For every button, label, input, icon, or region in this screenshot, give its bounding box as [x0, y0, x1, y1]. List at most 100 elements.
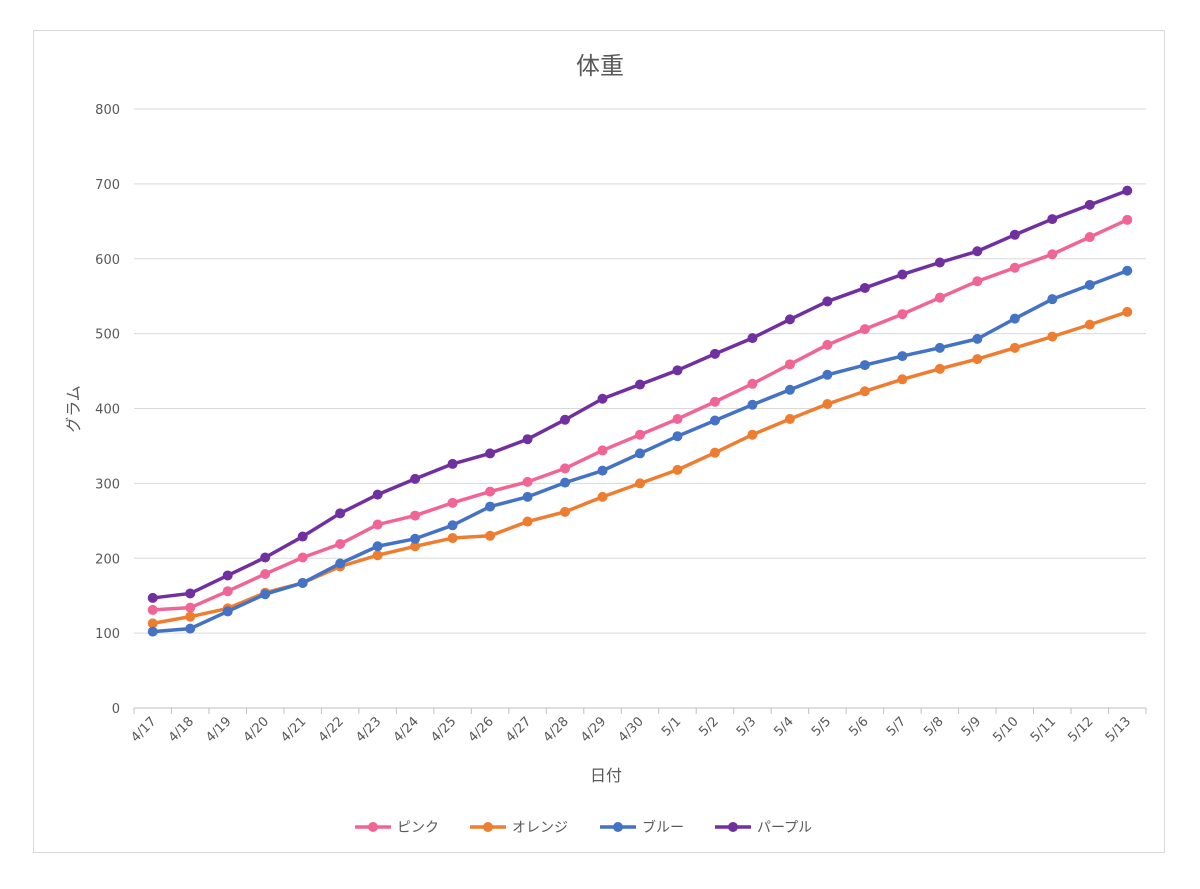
data-point [1122, 265, 1133, 276]
data-point [897, 309, 908, 320]
x-tick-label: 5/3 [734, 714, 759, 739]
x-tick-label: 4/26 [466, 714, 497, 745]
data-point [784, 413, 795, 424]
data-point [1009, 229, 1020, 240]
x-tick-label: 4/17 [128, 714, 159, 745]
data-point [522, 491, 533, 502]
data-point [635, 429, 645, 440]
data-point [1084, 199, 1095, 210]
data-point [635, 478, 645, 489]
x-tick-label: 4/28 [541, 714, 572, 745]
x-tick-label: 4/30 [616, 714, 647, 745]
data-point [560, 506, 571, 517]
data-point [1084, 319, 1095, 330]
data-point [447, 533, 458, 544]
x-tick-label: 5/2 [696, 714, 721, 739]
data-point [1084, 232, 1095, 243]
y-tick-label: 800 [95, 103, 120, 118]
series-lines [147, 185, 1133, 637]
data-point [597, 465, 608, 476]
data-point [859, 360, 870, 371]
data-point [597, 445, 608, 456]
data-point [972, 246, 983, 257]
line-chart: 体重 0 100 200 300 400 500 600 700 800 4/17 4/18 4/1… [64, 52, 1147, 836]
data-point [747, 429, 758, 440]
x-tick-label: 5/12 [1065, 714, 1096, 745]
x-tick-label: 5/5 [809, 714, 834, 739]
legend-swatch-marker [728, 822, 738, 832]
x-tick-label: 4/29 [578, 714, 609, 745]
data-point [1122, 214, 1133, 225]
legend-item: ブルー [600, 819, 684, 836]
x-axis-title: 日付 [590, 766, 622, 785]
data-point [972, 333, 983, 344]
data-point [485, 530, 496, 541]
chart-title: 体重 [576, 52, 624, 80]
data-point [859, 386, 870, 397]
x-tick-labels: 4/17 4/18 4/19 4/20 4/21 4/22 4/23 4/24 4/25 4/26… [128, 714, 1134, 745]
data-point [297, 552, 308, 563]
data-point [672, 365, 683, 376]
y-tick-label: 300 [95, 477, 120, 492]
data-point [597, 393, 608, 404]
legend-swatch-marker [368, 822, 378, 832]
data-point [897, 269, 908, 280]
data-point [297, 531, 308, 542]
x-tick-label: 5/10 [990, 714, 1021, 745]
data-point [672, 431, 683, 442]
data-point [822, 399, 833, 410]
data-point [934, 363, 945, 374]
legend-label: ピンク [397, 820, 439, 836]
x-tick-label: 5/7 [884, 714, 909, 739]
series-ピンク [147, 214, 1133, 615]
data-point [747, 399, 758, 410]
data-point [297, 577, 308, 588]
data-point [822, 296, 833, 307]
data-point [635, 448, 645, 459]
data-point [560, 463, 571, 474]
data-point [185, 602, 196, 613]
data-point [410, 510, 421, 521]
data-point [747, 378, 758, 389]
x-tick-label: 5/1 [659, 714, 684, 739]
data-point [672, 413, 683, 424]
data-point [859, 324, 870, 335]
data-point [897, 351, 908, 362]
data-point [934, 342, 945, 353]
data-point [597, 491, 608, 502]
data-point [784, 314, 795, 325]
data-point [672, 464, 683, 475]
data-point [972, 354, 983, 365]
data-point [260, 568, 271, 579]
data-point [747, 333, 758, 344]
gridlines [134, 108, 1146, 634]
data-point [185, 623, 196, 634]
legend-item: パープル [715, 820, 812, 836]
y-axis-title: グラム [64, 385, 83, 433]
data-point [1047, 249, 1058, 260]
data-point [372, 550, 383, 561]
data-point [447, 520, 458, 531]
legend-label: オレンジ [512, 820, 568, 836]
x-tick-label: 4/22 [316, 714, 347, 745]
data-point [1009, 342, 1020, 353]
data-point [147, 592, 158, 603]
x-tick-label: 4/19 [203, 714, 234, 745]
data-point [485, 486, 496, 497]
data-point [709, 396, 720, 407]
legend-item: ピンク [355, 820, 439, 836]
data-point [822, 339, 833, 350]
data-point [560, 414, 571, 425]
data-point [1009, 262, 1020, 273]
x-tick-label: 4/23 [353, 714, 384, 745]
data-point [972, 276, 983, 287]
data-point [560, 477, 571, 488]
legend-swatch-marker [613, 822, 623, 832]
data-point [372, 489, 383, 500]
data-point [185, 588, 196, 599]
x-tick-label: 4/20 [241, 714, 272, 745]
x-tick-label: 4/24 [391, 714, 422, 745]
data-point [522, 434, 533, 445]
legend-item: オレンジ [470, 820, 568, 836]
x-tick-label: 5/11 [1028, 714, 1059, 745]
